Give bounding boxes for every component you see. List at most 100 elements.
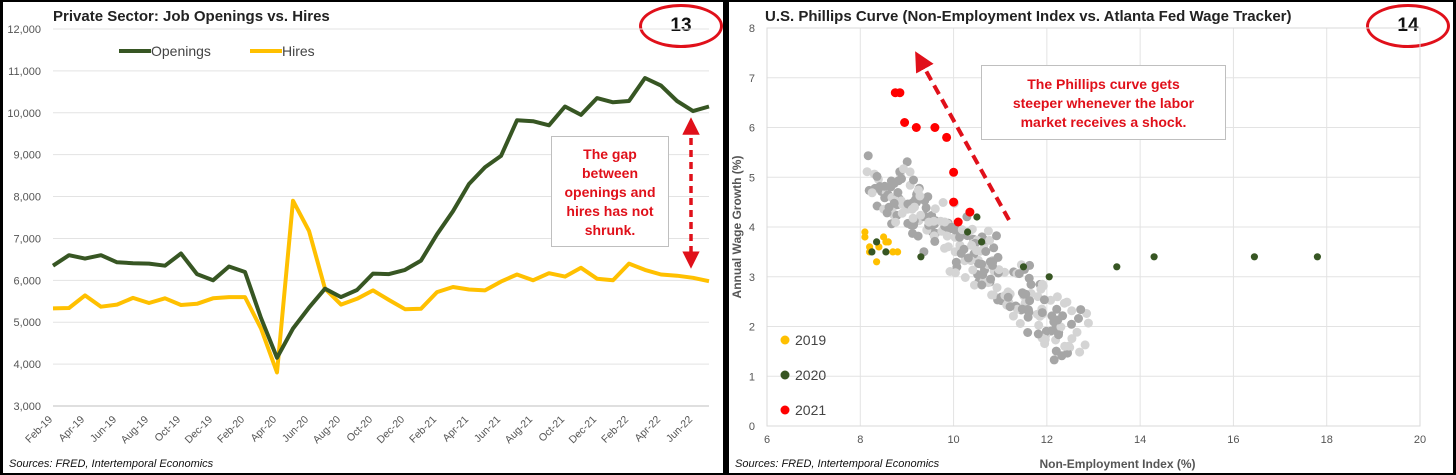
historical-point xyxy=(1074,314,1083,323)
historical-point xyxy=(1083,318,1093,328)
historical-point xyxy=(986,274,996,284)
x-tick-label: 10 xyxy=(947,434,959,446)
historical-point xyxy=(921,203,931,213)
series-line-hires xyxy=(52,198,710,375)
historical-point xyxy=(942,231,952,241)
historical-point xyxy=(1024,307,1034,317)
plot-frame xyxy=(766,27,1421,427)
steepening-arrow xyxy=(915,51,1011,221)
callout-line: between xyxy=(581,165,638,181)
callout-line: steeper whenever the labor xyxy=(1012,95,1195,111)
data-point-2021 xyxy=(942,132,952,142)
y-tick-label: 3,000 xyxy=(13,401,41,413)
data-point-2019 xyxy=(884,238,892,246)
gap-callout: The gap between openings and hires has n… xyxy=(551,136,669,247)
legend-marker xyxy=(780,370,790,380)
historical-point xyxy=(867,188,877,198)
y-tick-label: 3 xyxy=(749,272,755,284)
historical-point xyxy=(936,216,946,226)
x-tick-label: Oct-19 xyxy=(152,414,183,445)
historical-point xyxy=(1024,273,1034,283)
historical-point xyxy=(950,225,960,235)
data-point-2020 xyxy=(873,238,881,246)
historical-point xyxy=(1008,311,1018,321)
callout-line: market receives a shock. xyxy=(1020,114,1187,130)
data-point-2020 xyxy=(978,238,986,246)
historical-point xyxy=(1067,306,1077,316)
historical-point xyxy=(863,151,873,161)
x-tick-label: 8 xyxy=(857,434,863,446)
historical-point xyxy=(913,185,923,195)
y-tick-label: 6 xyxy=(749,123,755,135)
historical-points xyxy=(862,151,1093,365)
data-point-2021 xyxy=(953,217,963,227)
historical-point xyxy=(1075,347,1085,357)
historical-point xyxy=(994,265,1004,275)
callout-line: The gap xyxy=(583,146,637,162)
historical-point xyxy=(1051,346,1061,356)
phillips-curve-panel: U.S. Phillips Curve (Non-Employment Inde… xyxy=(729,2,1453,473)
y-tick-label: 8,000 xyxy=(13,192,41,204)
historical-point xyxy=(943,242,953,252)
chart-title: Private Sector: Job Openings vs. Hires xyxy=(53,8,330,25)
series-line-openings xyxy=(51,76,710,360)
data-point-2020 xyxy=(1313,253,1321,261)
historical-point xyxy=(989,290,999,300)
x-tick-label: Oct-20 xyxy=(344,414,375,445)
x-tick-label: Feb-22 xyxy=(599,414,631,446)
chart-number-badge: 14 xyxy=(1366,4,1450,48)
historical-point xyxy=(1040,334,1050,344)
y-tick-label: 4 xyxy=(749,222,755,234)
historical-point xyxy=(1067,334,1077,344)
x-tick-label: Apr-19 xyxy=(56,414,87,445)
y-tick-label: 7,000 xyxy=(13,233,41,245)
historical-point xyxy=(1005,302,1015,312)
x-tick-label: 12 xyxy=(1041,434,1053,446)
historical-point xyxy=(916,210,926,220)
historical-point xyxy=(950,268,960,278)
y-axis-title: Annual Wage Growth (%) xyxy=(730,156,744,299)
data-point-2020 xyxy=(882,248,890,256)
historical-point xyxy=(889,179,899,188)
historical-point xyxy=(1003,292,1013,302)
historical-point xyxy=(988,260,997,270)
historical-point xyxy=(908,228,917,238)
historical-point xyxy=(1019,289,1029,299)
historical-point xyxy=(1034,320,1044,330)
historical-point xyxy=(1056,322,1066,332)
data-point-2020 xyxy=(1150,253,1158,261)
historical-point xyxy=(989,243,999,253)
historical-point xyxy=(897,174,906,184)
x-tick-label: Aug-21 xyxy=(503,414,536,447)
series-2020 xyxy=(868,213,1321,281)
openings-hires-chart: 3,000 4,000 5,000 6,000 7,000 8,000 9,000 10,00… xyxy=(7,24,710,447)
historical-point xyxy=(968,265,978,275)
historical-point xyxy=(963,253,973,263)
y-tick-label: 5 xyxy=(749,172,755,184)
x-tick-label: 14 xyxy=(1134,434,1146,446)
x-tick-label: Feb-20 xyxy=(215,414,247,446)
data-point-2020 xyxy=(1113,263,1121,271)
legend-marker xyxy=(780,405,790,415)
x-tick-label: Jun-19 xyxy=(88,414,119,445)
historical-point xyxy=(1023,328,1033,337)
y-tick-label: 11,000 xyxy=(8,66,41,78)
y-tick-label: 7 xyxy=(749,73,755,85)
data-point-2020 xyxy=(917,253,925,261)
historical-point xyxy=(1052,304,1062,314)
x-tick-label: Jun-21 xyxy=(472,414,503,445)
x-tick-label: Feb-21 xyxy=(407,414,439,446)
x-tick-label: Apr-20 xyxy=(248,414,279,445)
x-axis-title: Non-Employment Index (%) xyxy=(1039,457,1195,471)
data-point-2021 xyxy=(911,123,921,132)
historical-point xyxy=(880,181,890,191)
data-point-2019 xyxy=(873,258,881,266)
legend-label: 2019 xyxy=(795,332,826,348)
y-tick-label: 2 xyxy=(749,322,755,334)
historical-point xyxy=(1052,292,1062,302)
historical-point xyxy=(938,198,948,207)
series-2021 xyxy=(890,88,975,227)
historical-point xyxy=(955,232,965,242)
data-point-2021 xyxy=(965,207,975,217)
historical-point xyxy=(930,204,940,214)
